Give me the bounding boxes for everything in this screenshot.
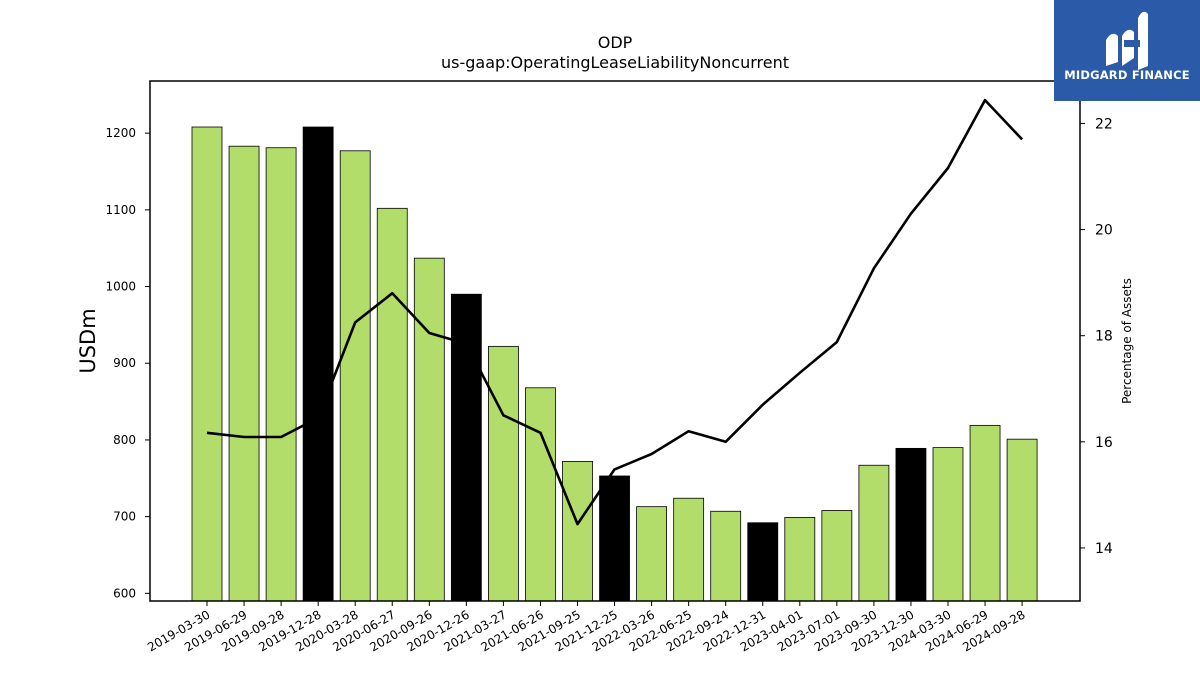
bar-2021-12-25	[599, 475, 630, 602]
right-axis: 14 16 18 20 22	[1080, 116, 1113, 557]
bar-2022-06-25	[673, 497, 705, 602]
bar-2022-03-26	[636, 506, 667, 602]
y-tick-label: 1200	[105, 126, 136, 140]
y2-tick-label: 20	[1095, 223, 1113, 239]
chart-title: ODP	[598, 33, 633, 52]
chart-subtitle: us-gaap:OperatingLeaseLiabilityNoncurren…	[441, 53, 789, 72]
y-tick-label: 900	[113, 356, 136, 370]
y2-tick-label: 14	[1095, 541, 1113, 557]
bar-2021-09-25	[562, 461, 593, 602]
bar-2019-06-29	[228, 145, 260, 602]
x-axis: 2019-03-302019-06-292019-09-282019-12-28…	[145, 601, 1028, 654]
bar-2019-03-30	[191, 126, 223, 602]
y2-axis-label: Percentage of Assets	[1120, 278, 1134, 404]
bar-2023-04-01	[784, 517, 816, 602]
bar-2024-06-29	[969, 424, 1001, 602]
y-tick-label: 1100	[105, 203, 136, 217]
bar-2024-03-30	[932, 447, 964, 602]
logo-text: MIDGARD FINANCE	[1064, 68, 1190, 82]
y-tick-label: 700	[113, 510, 136, 524]
bar-2021-06-26	[525, 387, 556, 602]
y2-tick-label: 16	[1095, 435, 1113, 451]
bar-2020-03-28	[339, 150, 371, 602]
y-axis-label: USDm	[76, 308, 100, 373]
bar-2019-09-28	[265, 147, 297, 602]
y-tick-label: 800	[113, 433, 136, 447]
bar-2023-07-01	[821, 510, 853, 602]
left-axis: 600 700 800 900 1000 1100 1200	[105, 126, 150, 600]
bar-2024-09-28	[1006, 438, 1038, 602]
y-tick-label: 1000	[105, 280, 136, 294]
bar-2023-09-30	[858, 464, 890, 602]
bar-2022-12-31	[747, 522, 779, 602]
logo-mark-icon	[1106, 11, 1148, 70]
logo: MIDGARD FINANCE	[1054, 0, 1200, 101]
y2-tick-label: 18	[1095, 329, 1113, 345]
bar-2019-12-28	[302, 126, 334, 602]
bar-2022-09-24	[710, 510, 742, 602]
percentage-of-assets-line	[206, 98, 1024, 526]
bar-2021-03-27	[487, 345, 519, 602]
bars-group	[191, 126, 1038, 602]
y2-tick-label: 22	[1095, 116, 1113, 132]
y-tick-label: 600	[113, 586, 136, 600]
bar-2020-09-26	[413, 257, 445, 602]
bar-2020-06-27	[376, 207, 408, 602]
bar-2023-12-30	[895, 447, 927, 602]
